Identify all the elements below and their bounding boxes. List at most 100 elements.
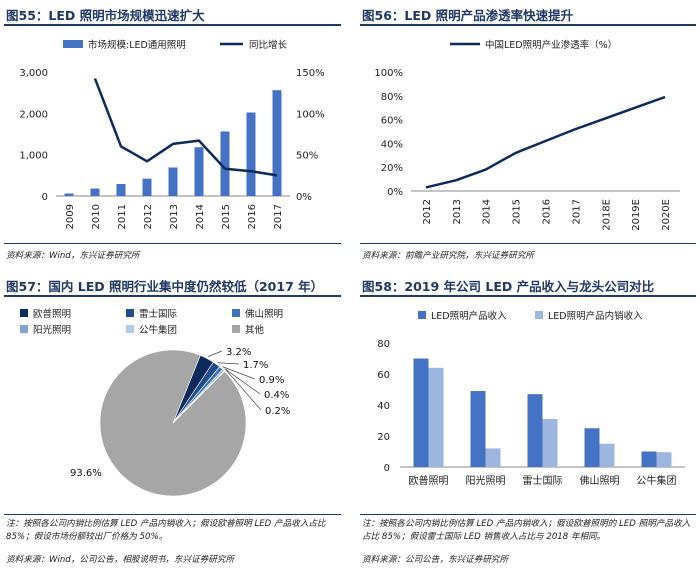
- x-tick-label: 欧普照明: [409, 474, 449, 487]
- x-tick-label: 2020E: [661, 199, 672, 231]
- source-note: 资料来源：前瞻产业研究院，东兴证券研究所: [362, 251, 534, 261]
- y-tick-label: 80%: [381, 92, 403, 103]
- x-tick-label: 2015: [221, 204, 232, 229]
- pie-value-label: 0.4%: [264, 390, 289, 401]
- y-right-tick-label: 50%: [296, 151, 318, 162]
- bar: [527, 394, 543, 467]
- y-tick-label: 20%: [381, 163, 403, 174]
- bar: [90, 188, 100, 196]
- note-rule: [360, 514, 696, 515]
- legend-label: 阳光照明: [33, 324, 71, 336]
- bar: [168, 167, 178, 196]
- legend-label: 公牛集团: [139, 324, 177, 336]
- y-right-tick-label: 0%: [296, 192, 312, 203]
- x-tick-label: 雷士国际: [523, 474, 563, 487]
- title-rule: [360, 24, 696, 26]
- legend-label: 欧普照明: [33, 308, 71, 320]
- y-left-tick-label: 1,000: [19, 151, 48, 162]
- source-rule: [360, 243, 696, 244]
- y-left-tick-label: 2,000: [19, 109, 48, 120]
- bar: [641, 451, 657, 467]
- y-tick-label: 60%: [381, 116, 403, 127]
- y-tick-label: 0: [384, 463, 390, 474]
- legend-label: 佛山照明: [245, 308, 283, 320]
- bar: [142, 178, 152, 196]
- bar: [64, 193, 74, 196]
- y-left-tick-label: 0: [42, 192, 48, 203]
- x-tick-label: 阳光照明: [466, 474, 506, 487]
- leader-line: [217, 362, 240, 365]
- legend-swatch: [20, 325, 28, 333]
- chart-title: 图57：国内 LED 照明行业集中度仍然较低（2017 年）: [6, 279, 324, 294]
- bar: [656, 452, 672, 467]
- bar: [542, 418, 558, 467]
- y-tick-label: 80: [377, 339, 390, 350]
- x-tick-label: 2013: [169, 204, 180, 229]
- x-tick-label: 2016: [247, 204, 258, 229]
- x-tick-label: 2011: [117, 204, 128, 229]
- y-tick-label: 40%: [381, 139, 403, 150]
- bar: [470, 391, 486, 467]
- legend-swatch: [126, 325, 134, 333]
- note: 注：按照各公司内销比例估算 LED 产品内销收入；假设欧普照明 LED 产品收入…: [6, 519, 326, 542]
- bar: [246, 112, 256, 196]
- y-left-tick-label: 3,000: [19, 68, 48, 79]
- legend-label-line: 同比增长: [249, 39, 288, 51]
- source-note: 资料来源：Wind，公司公告，相股说明书，东兴证券研究所: [6, 555, 235, 565]
- penetration-chart: 中国LED照明产业渗透率（%） 0% 20% 40% 60% 80% 100% 2012 201…: [374, 39, 680, 231]
- x-tick-label: 2017: [571, 199, 582, 224]
- legend-label-bar: 市场规模:LED通用照明: [88, 39, 186, 51]
- pie-value-label: 1.7%: [243, 360, 268, 371]
- note: 注：按照各公司内销比例估算 LED 产品内销收入；假设欧普照明的 LED 照明产…: [362, 519, 691, 542]
- y-right-tick-label: 150%: [296, 68, 325, 79]
- source-note: 资料来源：Wind，东兴证券研究所: [6, 251, 140, 261]
- x-tick-label: 公牛集团: [637, 474, 677, 487]
- legend-label: 雷士国际: [139, 308, 178, 320]
- legend-swatch: [418, 311, 426, 319]
- pie-slice: [99, 349, 247, 497]
- chart-title: 图55：LED 照明市场规模迅速扩大: [6, 8, 205, 23]
- title-rule: [4, 24, 341, 26]
- legend-swatch: [20, 309, 28, 317]
- y-tick-label: 60: [377, 370, 390, 381]
- legend-swatch: [232, 309, 240, 317]
- leader-line: [225, 369, 262, 411]
- legend-swatch: [126, 309, 134, 317]
- x-tick-label: 2012: [143, 204, 154, 229]
- pie-value-label: 0.2%: [265, 406, 290, 417]
- source-note: 资料来源：公司公告，东兴证券研究所: [362, 555, 509, 565]
- y-tick-label: 0%: [387, 187, 403, 198]
- legend-label: LED照明产品收入: [431, 310, 507, 322]
- bar: [272, 90, 282, 196]
- title-rule: [4, 295, 341, 297]
- note-rule: [4, 514, 341, 515]
- market-size-chart: 市场规模:LED通用照明 同比增长 0 1,000 2,000 3,000 0% 50% 100…: [19, 39, 325, 229]
- legend-swatch-bar: [63, 40, 83, 48]
- bar: [428, 367, 444, 467]
- legend-label: 其他: [245, 324, 265, 336]
- x-tick-label: 2014: [482, 199, 493, 224]
- x-tick-label: 佛山照明: [580, 474, 620, 487]
- leader-line: [224, 368, 261, 395]
- x-tick-label: 2009: [65, 204, 76, 229]
- bar: [116, 184, 126, 196]
- bar: [599, 443, 615, 467]
- bar: [413, 358, 429, 467]
- bar: [485, 448, 501, 467]
- revenue-comparison-chart: LED照明产品收入 LED照明产品内销收入 0 20 40 60 80 欧普照明 阳光照明 雷士国…: [377, 310, 685, 487]
- chart-title: 图56：LED 照明产品渗透率快速提升: [362, 8, 574, 23]
- title-rule: [360, 295, 696, 297]
- source-rule: [4, 243, 341, 244]
- x-tick-label: 2012: [422, 199, 433, 224]
- leader-line: [207, 350, 223, 357]
- x-tick-label: 2016: [542, 199, 553, 224]
- legend-label: 中国LED照明产业渗透率（%）: [485, 39, 617, 51]
- x-tick-label: 2017: [273, 204, 284, 229]
- y-tick-label: 40: [377, 401, 390, 412]
- bar: [220, 131, 230, 196]
- bar: [194, 147, 204, 196]
- y-tick-label: 20: [377, 432, 390, 443]
- legend-swatch: [535, 311, 543, 319]
- chart-title: 图58：2019 年公司 LED 产品收入与龙头公司对比: [362, 279, 655, 294]
